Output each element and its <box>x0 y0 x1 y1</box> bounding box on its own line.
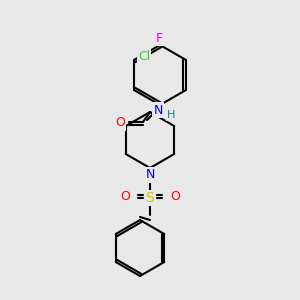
Text: O: O <box>170 190 180 203</box>
Text: N: N <box>153 103 163 116</box>
Text: Cl: Cl <box>138 50 150 64</box>
Text: N: N <box>145 169 155 182</box>
Text: O: O <box>120 190 130 203</box>
Text: H: H <box>167 110 175 120</box>
Text: F: F <box>155 32 163 44</box>
Text: O: O <box>115 116 125 130</box>
Text: S: S <box>146 191 154 205</box>
